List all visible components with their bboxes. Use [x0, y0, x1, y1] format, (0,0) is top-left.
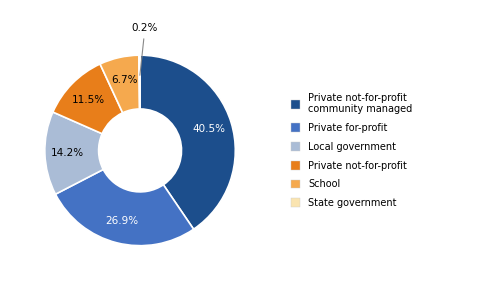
Text: 14.2%: 14.2%	[51, 148, 84, 158]
Wedge shape	[53, 64, 123, 134]
Wedge shape	[140, 55, 235, 229]
Text: 26.9%: 26.9%	[106, 216, 139, 226]
Text: 40.5%: 40.5%	[193, 124, 226, 134]
Text: 11.5%: 11.5%	[72, 95, 105, 105]
Wedge shape	[139, 55, 140, 109]
Wedge shape	[45, 112, 103, 194]
Wedge shape	[56, 169, 194, 246]
Text: 6.7%: 6.7%	[111, 75, 137, 85]
Wedge shape	[100, 55, 140, 113]
Legend: Private not-for-profit
community managed, Private for-profit, Local government, : Private not-for-profit community managed…	[291, 93, 412, 208]
Text: 0.2%: 0.2%	[132, 23, 158, 75]
